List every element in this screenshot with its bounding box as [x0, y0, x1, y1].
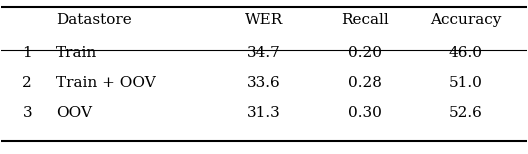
- Text: 46.0: 46.0: [449, 46, 483, 60]
- Text: Datastore: Datastore: [56, 12, 132, 26]
- Text: 51.0: 51.0: [449, 76, 483, 90]
- Text: 33.6: 33.6: [247, 76, 280, 90]
- Text: 1: 1: [22, 46, 32, 60]
- Text: Recall: Recall: [341, 12, 389, 26]
- Text: 34.7: 34.7: [247, 46, 280, 60]
- Text: 52.6: 52.6: [449, 106, 483, 120]
- Text: 0.30: 0.30: [348, 106, 382, 120]
- Text: Train: Train: [56, 46, 97, 60]
- Text: Train + OOV: Train + OOV: [56, 76, 156, 90]
- Text: 31.3: 31.3: [247, 106, 280, 120]
- Text: WER: WER: [244, 12, 283, 26]
- Text: 3: 3: [22, 106, 32, 120]
- Text: 0.20: 0.20: [347, 46, 382, 60]
- Text: Accuracy: Accuracy: [430, 12, 501, 26]
- Text: 0.28: 0.28: [348, 76, 382, 90]
- Text: OOV: OOV: [56, 106, 92, 120]
- Text: 2: 2: [22, 76, 32, 90]
